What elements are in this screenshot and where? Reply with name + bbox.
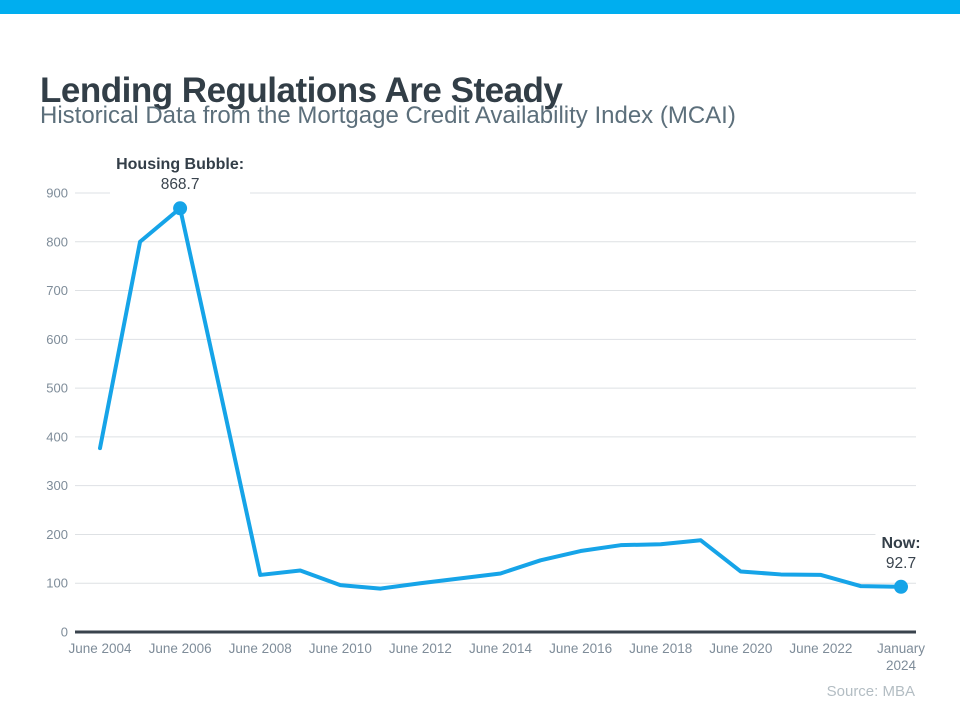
- page-title: Lending Regulations Are Steady: [40, 71, 563, 111]
- x-axis-tick-label: June 2020: [709, 641, 772, 656]
- annotation-housing-bubble: Housing Bubble: 868.7: [110, 154, 251, 196]
- top-accent-bar: [0, 0, 960, 14]
- x-axis-tick-label: June 2018: [629, 641, 692, 656]
- annotation-now: Now: 92.7: [875, 532, 927, 575]
- x-axis-tick-label: June 2014: [469, 641, 533, 656]
- data-point-marker-housing-bubble: [173, 201, 188, 216]
- annotation-label: Housing Bubble:: [116, 156, 245, 174]
- mcai-series-line: [98, 206, 903, 591]
- y-axis-tick-label: 700: [46, 283, 68, 298]
- y-axis-tick-label: 500: [46, 381, 68, 396]
- y-axis-tick-label: 0: [61, 625, 68, 640]
- x-axis-tick-label: June 2008: [229, 641, 292, 656]
- y-axis-tick-label: 200: [46, 527, 68, 542]
- annotation-value: 92.7: [885, 554, 917, 572]
- y-axis-tick-label: 300: [46, 478, 68, 493]
- x-axis-tick-label: June 2010: [309, 641, 372, 656]
- x-axis-tick-label: June 2022: [789, 641, 852, 656]
- y-axis-tick-label: 800: [46, 234, 68, 249]
- y-axis-tick-label: 100: [46, 576, 68, 591]
- annotation-label: Now:: [881, 534, 921, 552]
- x-axis-tick-label: January 2024: [877, 641, 925, 673]
- y-axis-tick-label: 400: [46, 429, 68, 444]
- annotation-value: 868.7: [160, 176, 200, 194]
- x-axis-tick-label: June 2004: [68, 641, 132, 656]
- x-axis-tick-label: June 2012: [389, 641, 452, 656]
- x-axis-tick-label: June 2016: [549, 641, 612, 656]
- data-point-marker-now: [894, 579, 908, 594]
- y-axis-tick-label: 600: [46, 332, 68, 347]
- source-attribution: Source: MBA: [826, 683, 915, 700]
- page-subtitle: Historical Data from the Mortgage Credit…: [40, 102, 736, 129]
- x-axis-tick-label: June 2006: [149, 641, 212, 656]
- y-axis-tick-label: 900: [46, 186, 68, 201]
